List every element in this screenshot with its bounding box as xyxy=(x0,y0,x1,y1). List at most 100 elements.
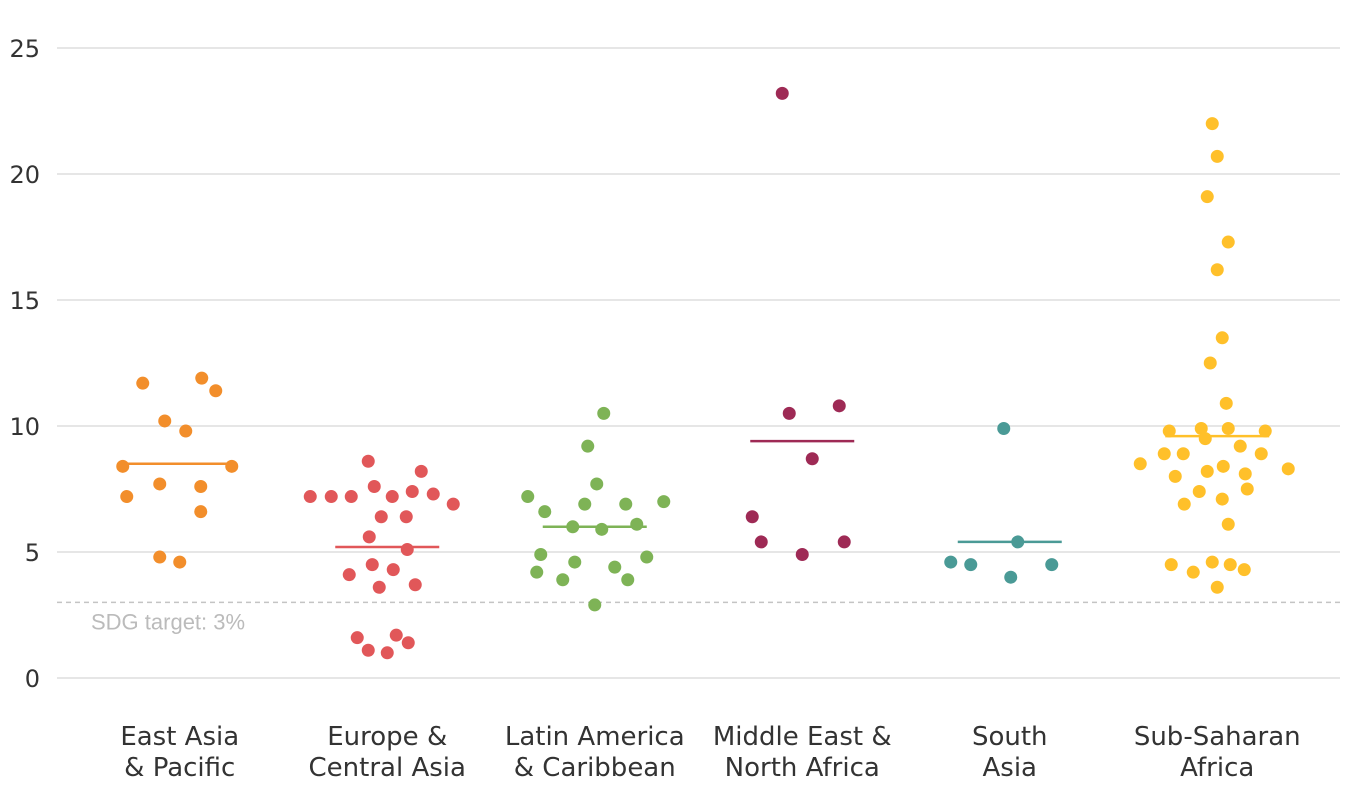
data-point-europe-central-asia xyxy=(362,530,376,544)
data-point-latin-america-caribbean xyxy=(588,598,602,612)
data-point-europe-central-asia xyxy=(361,643,375,657)
data-point-sub-saharan-africa xyxy=(1194,422,1208,436)
data-point-europe-central-asia xyxy=(361,454,375,468)
data-point-europe-central-asia xyxy=(401,636,415,650)
group-middle-east-north-africa xyxy=(745,86,855,562)
data-point-europe-central-asia xyxy=(385,490,399,504)
data-point-europe-central-asia xyxy=(374,510,388,524)
data-point-latin-america-caribbean xyxy=(566,520,580,534)
data-point-europe-central-asia xyxy=(367,479,381,493)
data-point-sub-saharan-africa xyxy=(1237,563,1251,577)
data-point-europe-central-asia xyxy=(446,497,460,511)
data-point-sub-saharan-africa xyxy=(1240,482,1254,496)
data-point-europe-central-asia xyxy=(344,490,358,504)
data-point-east-asia-pacific xyxy=(179,424,193,438)
data-point-east-asia-pacific xyxy=(195,371,209,385)
data-point-europe-central-asia xyxy=(324,490,338,504)
data-point-middle-east-north-africa xyxy=(805,452,819,466)
data-point-middle-east-north-africa xyxy=(775,86,789,100)
data-point-sub-saharan-africa xyxy=(1177,497,1191,511)
data-point-east-asia-pacific xyxy=(120,490,134,504)
data-point-latin-america-caribbean xyxy=(538,505,552,519)
data-point-europe-central-asia xyxy=(380,646,394,660)
data-point-south-asia xyxy=(1004,570,1018,584)
data-point-east-asia-pacific xyxy=(136,376,150,390)
data-point-middle-east-north-africa xyxy=(837,535,851,549)
data-point-sub-saharan-africa xyxy=(1254,447,1268,461)
data-point-sub-saharan-africa xyxy=(1164,558,1178,572)
data-point-sub-saharan-africa xyxy=(1216,459,1230,473)
data-point-latin-america-caribbean xyxy=(621,573,635,587)
x-label-east-asia-pacific: East Asia & Pacific xyxy=(120,722,239,783)
y-tick-label-10: 10 xyxy=(9,413,40,441)
data-point-latin-america-caribbean xyxy=(521,490,535,504)
data-point-sub-saharan-africa xyxy=(1198,432,1212,446)
data-point-sub-saharan-africa xyxy=(1210,580,1224,594)
data-point-east-asia-pacific xyxy=(173,555,187,569)
data-point-latin-america-caribbean xyxy=(534,548,548,562)
data-point-latin-america-caribbean xyxy=(657,495,671,509)
target-line-group: SDG target: 3% xyxy=(57,601,1340,634)
data-point-middle-east-north-africa xyxy=(754,535,768,549)
data-point-south-asia xyxy=(964,558,978,572)
y-tick-label-20: 20 xyxy=(9,161,40,189)
data-point-east-asia-pacific xyxy=(153,477,167,491)
data-point-east-asia-pacific xyxy=(153,550,167,564)
data-point-europe-central-asia xyxy=(405,485,419,499)
group-south-asia xyxy=(944,422,1062,584)
x-label-middle-east-north-africa: Middle East & North Africa xyxy=(713,722,892,783)
data-point-latin-america-caribbean xyxy=(581,439,595,453)
data-point-sub-saharan-africa xyxy=(1200,190,1214,204)
data-point-europe-central-asia xyxy=(400,542,414,556)
data-point-europe-central-asia xyxy=(342,568,356,582)
data-point-sub-saharan-africa xyxy=(1192,485,1206,499)
data-point-sub-saharan-africa xyxy=(1210,149,1224,163)
target-label: SDG target: 3% xyxy=(91,609,245,634)
data-point-sub-saharan-africa xyxy=(1221,422,1235,436)
data-point-latin-america-caribbean xyxy=(597,406,611,420)
data-point-sub-saharan-africa xyxy=(1176,447,1190,461)
data-point-europe-central-asia xyxy=(389,628,403,642)
data-point-sub-saharan-africa xyxy=(1215,331,1229,345)
data-point-east-asia-pacific xyxy=(194,505,208,519)
data-point-sub-saharan-africa xyxy=(1168,469,1182,483)
data-point-sub-saharan-africa xyxy=(1258,424,1272,438)
x-label-europe-central-asia: Europe & Central Asia xyxy=(309,722,466,783)
data-point-east-asia-pacific xyxy=(194,479,208,493)
data-point-east-asia-pacific xyxy=(158,414,172,428)
data-point-sub-saharan-africa xyxy=(1281,462,1295,476)
group-east-asia-pacific xyxy=(116,371,239,569)
data-point-sub-saharan-africa xyxy=(1203,356,1217,370)
data-point-middle-east-north-africa xyxy=(782,406,796,420)
x-label-sub-saharan-africa: Sub-Saharan Africa xyxy=(1134,722,1301,783)
data-point-middle-east-north-africa xyxy=(832,399,846,413)
data-point-latin-america-caribbean xyxy=(640,550,654,564)
y-axis-ticks: 0 5 10 15 20 25 xyxy=(9,35,40,693)
data-point-latin-america-caribbean xyxy=(608,560,622,574)
data-point-south-asia xyxy=(1011,535,1025,549)
data-point-sub-saharan-africa xyxy=(1157,447,1171,461)
data-point-sub-saharan-africa xyxy=(1219,396,1233,410)
data-point-latin-america-caribbean xyxy=(590,477,604,491)
data-point-sub-saharan-africa xyxy=(1215,492,1229,506)
data-point-latin-america-caribbean xyxy=(630,517,644,531)
data-point-sub-saharan-africa xyxy=(1238,467,1252,481)
data-point-latin-america-caribbean xyxy=(578,497,592,511)
group-sub-saharan-africa xyxy=(1133,117,1295,594)
data-point-sub-saharan-africa xyxy=(1210,263,1224,277)
data-point-europe-central-asia xyxy=(386,563,400,577)
data-point-middle-east-north-africa xyxy=(795,548,809,562)
data-point-sub-saharan-africa xyxy=(1233,439,1247,453)
y-tick-label-0: 0 xyxy=(25,665,40,693)
data-point-sub-saharan-africa xyxy=(1205,555,1219,569)
data-point-east-asia-pacific xyxy=(209,384,223,398)
data-point-europe-central-asia xyxy=(372,580,386,594)
data-point-sub-saharan-africa xyxy=(1221,235,1235,249)
data-point-sub-saharan-africa xyxy=(1223,558,1237,572)
group-europe-central-asia xyxy=(303,454,460,660)
category-groups xyxy=(116,86,1295,660)
data-point-latin-america-caribbean xyxy=(530,565,544,579)
data-point-middle-east-north-africa xyxy=(745,510,759,524)
data-point-south-asia xyxy=(997,422,1011,436)
